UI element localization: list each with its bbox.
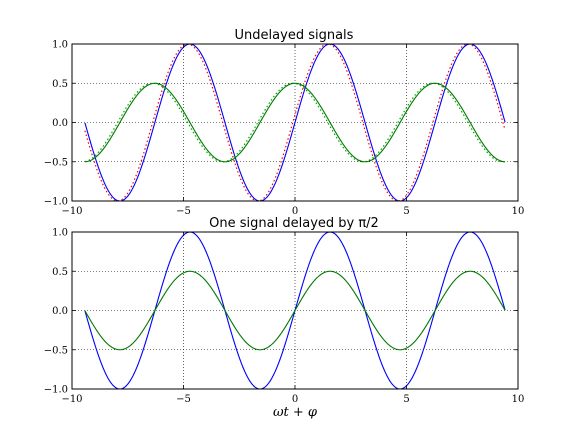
x-tick-label: −5 [176, 206, 191, 217]
series-line-0 [84, 43, 506, 202]
series-line-1 [84, 43, 506, 202]
x-tick-labels-top: −10 −5 0 5 10 [61, 206, 524, 217]
y-tick-label: −0.5 [44, 157, 68, 168]
x-tick-label: −10 [61, 394, 82, 405]
y-tick-label: 1.0 [52, 40, 68, 51]
x-axis-label-bottom: ωt + φ [273, 405, 318, 420]
series-group-bottom [84, 231, 506, 390]
y-tick-labels-top: −1.0 −0.5 0.0 0.5 1.0 [44, 40, 68, 208]
y-tick-label: −0.5 [44, 345, 68, 356]
series-line-3 [84, 82, 506, 163]
ticks-top [71, 43, 519, 202]
y-tick-label: −1.0 [44, 197, 68, 208]
chart-panel-bottom: One signal delayed by π/2 −10 −5 0 5 10 … [44, 216, 525, 420]
x-tick-label: 0 [292, 394, 298, 405]
x-tick-label: 5 [403, 394, 409, 405]
x-tick-label: 5 [403, 206, 409, 217]
y-tick-label: 0.5 [52, 267, 68, 278]
y-tick-label: −1.0 [44, 385, 68, 396]
ticks-bottom [71, 231, 519, 390]
x-tick-label: 0 [292, 206, 298, 217]
x-tick-label: −10 [61, 206, 82, 217]
y-tick-label: 0.5 [52, 79, 68, 90]
series-group-top [84, 43, 506, 202]
chart-panel-top: Undelayed signals −10 −5 0 5 10 −1.0 −0.… [44, 28, 525, 217]
y-tick-label: 0.0 [52, 118, 68, 129]
y-tick-labels-bottom: −1.0 −0.5 0.0 0.5 1.0 [44, 228, 68, 396]
y-tick-label: 0.0 [52, 306, 68, 317]
x-tick-label: 10 [512, 206, 525, 217]
y-tick-label: 1.0 [52, 228, 68, 239]
chart-title-top: Undelayed signals [235, 28, 354, 43]
x-tick-label: −5 [176, 394, 191, 405]
x-tick-label: 10 [512, 394, 525, 405]
chart-title-bottom: One signal delayed by π/2 [209, 216, 379, 231]
x-tick-labels-bottom: −10 −5 0 5 10 [61, 394, 524, 405]
series-line-1 [84, 270, 506, 351]
